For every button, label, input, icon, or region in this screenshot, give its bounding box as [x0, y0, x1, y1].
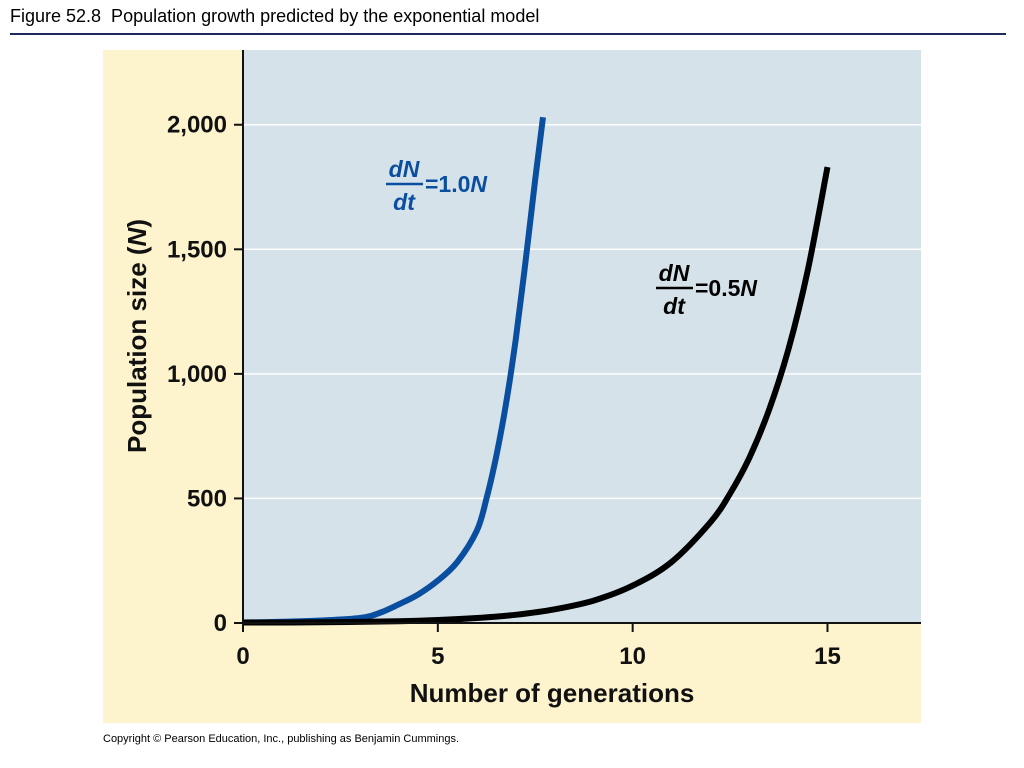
- y-tick-label-3: 1,500: [167, 236, 227, 263]
- copyright-notice: Copyright © Pearson Education, Inc., pub…: [103, 733, 460, 745]
- y-tick-label-4: 2,000: [167, 112, 227, 139]
- figure-title: Figure 52.8 Population growth predicted …: [10, 6, 540, 26]
- annotation-slow: dN dt =0.5N: [656, 260, 757, 319]
- annotation-slow-var: N: [740, 275, 757, 301]
- x-tick-label-0: 0: [236, 643, 249, 670]
- annotation-slow-rhs: =0.5N: [695, 275, 757, 301]
- x-axis-title: Number of generations: [410, 678, 695, 708]
- x-tick-label-3: 15: [814, 643, 841, 670]
- title-rule: [10, 33, 1006, 35]
- grid-lines: [243, 123, 921, 500]
- annotation-fast-rhs: =1.0N: [425, 171, 487, 197]
- annotation-fast-numerator: dN: [389, 156, 420, 182]
- annotation-fast: dN dt =1.0N: [386, 156, 487, 215]
- y-tick-label-1: 500: [187, 485, 227, 512]
- y-tick-label-0: 0: [214, 610, 227, 637]
- annotation-slow-rhs-text: =0.5: [695, 275, 741, 301]
- y-tick-label-2: 1,000: [167, 361, 227, 388]
- axes: [234, 50, 921, 632]
- series-line-rate-1-0: [242, 116, 546, 626]
- annotation-fast-denominator: dt: [393, 189, 416, 215]
- tick-labels: 0 500 1,000 1,500 2,000 0 5 10 15: [167, 112, 841, 670]
- x-tick-label-1: 5: [431, 643, 444, 670]
- annotation-slow-denominator: dt: [663, 293, 686, 319]
- annotation-fast-var: N: [470, 171, 487, 197]
- x-tick-label-2: 10: [619, 643, 646, 670]
- annotation-fast-rhs-text: =1.0: [425, 171, 470, 197]
- series-lines: [242, 116, 831, 626]
- plot-area: [243, 50, 921, 623]
- series-line-rate-0-5: [242, 166, 831, 626]
- annotation-slow-numerator: dN: [659, 260, 690, 286]
- y-axis-title: Population size (N): [122, 219, 152, 453]
